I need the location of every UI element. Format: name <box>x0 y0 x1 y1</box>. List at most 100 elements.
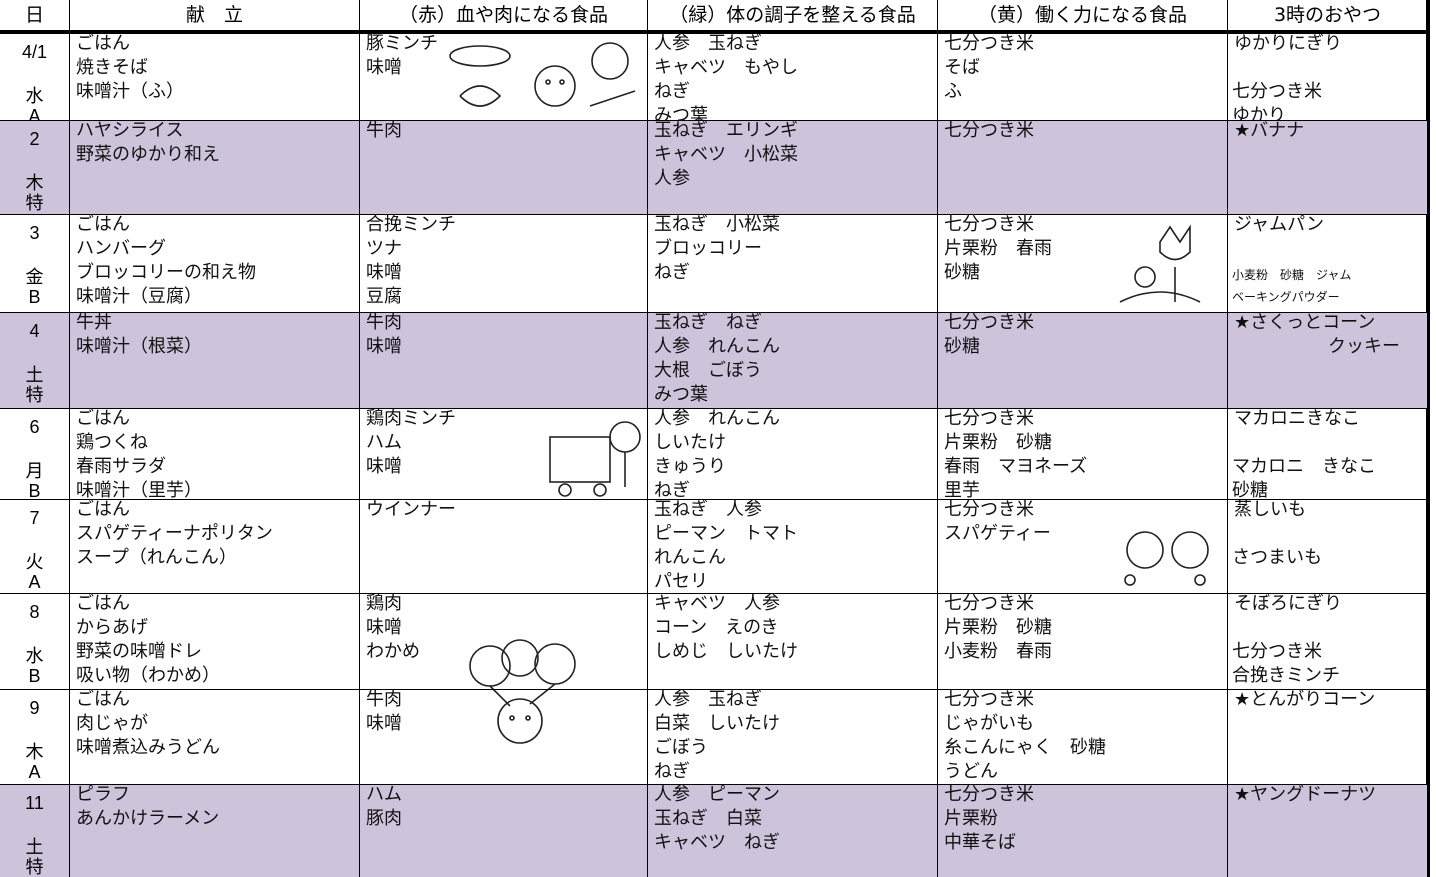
table-cell: 豚ミンチ 味噌 <box>360 34 648 121</box>
table-cell: ごはん ハンバーグ ブロッコリーの和え物 味噌汁（豆腐） <box>70 215 360 313</box>
red-item: わかめ <box>366 641 420 662</box>
snack-ingredient: ゆかり <box>1232 105 1286 121</box>
red-item: ハム <box>366 785 402 805</box>
green-item: パセリ <box>654 571 708 592</box>
red-item: 牛肉 <box>366 690 402 710</box>
table-cell: そぼろにぎり 七分つき米 合挽きミンチ <box>1228 594 1428 690</box>
red-item: 豚ミンチ <box>366 34 438 54</box>
menu-item: 鶏つくね <box>76 432 148 453</box>
red-item: 味噌 <box>366 713 402 734</box>
menu-item: スパゲティーナポリタン <box>76 523 273 544</box>
table-cell: 合挽ミンチ ツナ 味噌 豆腐 <box>360 215 648 313</box>
header-cell: （赤）血や肉になる食品 <box>360 0 648 31</box>
table-cell: 11 土特 <box>0 785 70 877</box>
menu-item: 肉じゃが <box>76 713 148 734</box>
red-item: 鶏肉 <box>366 594 402 614</box>
snack-name: 蒸しいも <box>1234 500 1306 520</box>
green-item: しめじ しいたけ <box>654 641 798 662</box>
day-code: B <box>28 481 41 500</box>
date: 3 <box>29 223 40 243</box>
table-cell: ゆかりにぎり 七分つき米 ゆかり <box>1228 34 1428 121</box>
green-item: ごぼう <box>654 737 708 758</box>
menu-item: ごはん <box>76 34 130 54</box>
yellow-item: 糸こんにゃく 砂糖 <box>944 737 1106 758</box>
menu-item: ごはん <box>76 690 130 710</box>
menu-item: ごはん <box>76 409 130 429</box>
date: 4 <box>29 321 40 341</box>
table-cell: 玉ねぎ エリンギ キャベツ 小松菜 人参 <box>648 121 938 215</box>
snack-ingredient: 砂糖 <box>1232 480 1268 500</box>
red-item: 味噌 <box>366 336 402 357</box>
yellow-item: 七分つき米 <box>944 215 1034 235</box>
weekday: 月 <box>25 461 44 481</box>
yellow-item: ふ <box>944 81 962 102</box>
table-cell: ★ヤングドーナツ <box>1228 785 1428 877</box>
menu-item: ハヤシライス <box>76 121 184 141</box>
yellow-item: 砂糖 <box>944 262 980 283</box>
weekday: 水 <box>25 646 44 666</box>
table-cell: ごはん 鶏つくね 春雨サラダ 味噌汁（里芋） <box>70 409 360 500</box>
menu-item: 味噌汁（根菜） <box>76 336 202 357</box>
table-cell: ★とんがりコーン <box>1228 690 1428 785</box>
red-item: 合挽ミンチ <box>366 215 456 235</box>
menu-item: あんかけラーメン <box>76 808 220 829</box>
yellow-item: 七分つき米 <box>944 594 1034 614</box>
green-item: 玉ねぎ 小松菜 <box>654 215 780 235</box>
table-cell: 人参 ピーマン 玉ねぎ 白菜 キャベツ ねぎ <box>648 785 938 877</box>
table-cell: 鶏肉ミンチ ハム 味噌 <box>360 409 648 500</box>
table-cell: 七分つき米 スパゲティー <box>938 500 1228 594</box>
yellow-item: 七分つき米 <box>944 785 1034 805</box>
snack-name: ★さくっとコーン <box>1234 313 1376 333</box>
day-code: B <box>28 666 41 686</box>
yellow-item: じゃがいも <box>944 713 1034 734</box>
header-cell: 日 <box>0 0 70 31</box>
right-rule <box>1426 0 1430 877</box>
table-cell: ごはん 焼きそば 味噌汁（ふ） <box>70 34 360 121</box>
menu-item: スープ（れんこん） <box>76 547 237 568</box>
red-item: 豆腐 <box>366 286 402 307</box>
green-item: れんこん <box>654 547 726 568</box>
header-text: （緑）体の調子を整える食品 <box>669 4 916 26</box>
weekday: 木 <box>25 173 44 193</box>
day-code: 特 <box>25 385 44 405</box>
green-item: 人参 ピーマン <box>654 785 780 805</box>
header-text: 3時のおやつ <box>1273 4 1382 26</box>
red-item: 牛肉 <box>366 121 402 141</box>
weekday: 水 <box>25 86 44 106</box>
red-item: ツナ <box>366 238 402 259</box>
table-cell: ウインナー <box>360 500 648 594</box>
table-cell: 牛肉 味噌 <box>360 313 648 409</box>
header-cell: 献 立 <box>70 0 360 31</box>
green-item: 玉ねぎ ねぎ <box>654 313 762 333</box>
green-item: 人参 <box>654 168 690 189</box>
table-cell: 4/1 水 A <box>0 34 70 121</box>
illustration-kids <box>449 42 636 107</box>
date: 9 <box>29 698 40 718</box>
yellow-item: 七分つき米 <box>944 34 1034 54</box>
green-item: ねぎ <box>654 81 690 102</box>
yellow-item: 小麦粉 春雨 <box>944 641 1052 662</box>
menu-item: 野菜のゆかり和え <box>76 144 220 165</box>
date: 2 <box>29 129 40 149</box>
yellow-item: 七分つき米 <box>944 313 1034 333</box>
green-item: キャベツ ねぎ <box>654 832 780 853</box>
table-cell: ハヤシライス野菜のゆかり和え <box>70 121 360 215</box>
table-cell: ジャムパン 小麦粉 砂糖 ジャム ベーキングパウダー <box>1228 215 1428 313</box>
green-item: しいたけ <box>654 432 726 453</box>
table-cell: 2 木特 <box>0 121 70 215</box>
green-item: キャベツ もやし <box>654 57 798 78</box>
snack-name: マカロニきなこ <box>1234 409 1360 429</box>
date: 7 <box>29 508 40 528</box>
menu-item: ごはん <box>76 215 130 235</box>
green-item: きゅうり <box>654 456 726 477</box>
yellow-item: 片栗粉 <box>944 808 998 829</box>
green-item: 人参 玉ねぎ <box>654 34 762 54</box>
snack-ingredient: 七分つき米 <box>1232 81 1322 102</box>
green-item: 大根 ごぼう <box>654 360 762 381</box>
table-cell: ごはん スパゲティーナポリタン スープ（れんこん） <box>70 500 360 594</box>
header-rule <box>0 30 1430 34</box>
red-item: ハム <box>366 432 402 453</box>
snack-ingredient: 七分つき米 <box>1232 641 1322 662</box>
